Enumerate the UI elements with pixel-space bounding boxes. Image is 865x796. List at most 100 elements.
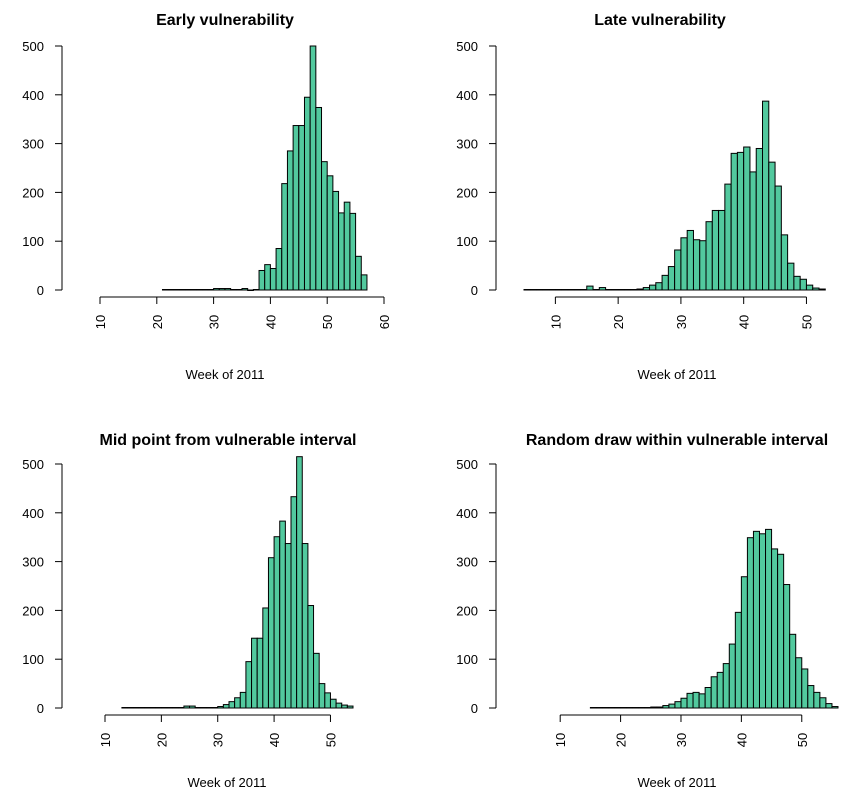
- histogram-bar: [529, 289, 538, 291]
- x-tick-label: 60: [377, 315, 392, 329]
- histogram-bar: [251, 637, 258, 709]
- histogram-bar: [620, 707, 628, 709]
- histogram-bar: [644, 707, 652, 709]
- histogram-bar: [586, 285, 594, 291]
- histogram-bar: [355, 255, 362, 291]
- panel-mid-point: Mid point from vulnerable interval Week …: [22, 432, 356, 790]
- histogram-bar: [172, 707, 179, 709]
- histogram-bar: [183, 705, 191, 709]
- histogram-bar: [258, 269, 266, 291]
- x-tick-label: 30: [674, 733, 689, 747]
- y-tick-label: 0: [471, 701, 478, 716]
- histogram-bar: [740, 576, 748, 709]
- plot-area: 0 100 200 300 400 500 10 20 30 40 50: [22, 456, 354, 747]
- histogram-bar: [179, 289, 186, 291]
- histogram-bar: [155, 707, 162, 709]
- panel-title: Early vulnerability: [156, 12, 294, 29]
- histogram-bar: [290, 496, 298, 709]
- histogram-bar: [605, 289, 613, 291]
- histogram-bar: [326, 175, 334, 291]
- histogram-bar: [207, 289, 215, 291]
- histogram-bar: [692, 691, 700, 709]
- x-tick-label: 20: [614, 733, 629, 747]
- histogram-bar: [332, 190, 340, 291]
- histogram-bar: [190, 289, 198, 291]
- x-tick-label: 50: [795, 733, 810, 747]
- plot-area: 0 100 200 300 400 500 10 20 30 40 50: [456, 39, 826, 329]
- histogram-bar: [698, 693, 706, 709]
- histogram-bar: [617, 289, 625, 291]
- histogram-bar: [360, 274, 368, 291]
- x-tick-label: 40: [267, 733, 282, 747]
- y-tick-label: 400: [22, 506, 44, 521]
- histogram-bar: [825, 703, 833, 709]
- histogram-bar: [595, 707, 603, 709]
- histogram-bar: [315, 106, 323, 291]
- y-tick-label: 200: [456, 603, 478, 618]
- histogram-bar: [771, 548, 779, 709]
- histogram-bar: [774, 185, 782, 291]
- histogram-bar: [805, 284, 814, 291]
- y-tick-label: 400: [456, 506, 478, 521]
- histogram-bar: [292, 125, 300, 291]
- y-tick-label: 300: [22, 137, 44, 152]
- histogram-bar: [642, 287, 651, 291]
- histogram-bar: [801, 668, 809, 709]
- histogram-bar: [548, 289, 556, 291]
- y-tick-label: 500: [456, 457, 478, 472]
- histogram-bar: [807, 685, 815, 709]
- histogram-bar: [218, 288, 226, 291]
- histogram-bar: [536, 289, 544, 291]
- y-tick-label: 100: [456, 652, 478, 667]
- x-tick-label: 40: [734, 733, 749, 747]
- panel-title: Random draw within vulnerable interval: [526, 432, 828, 449]
- histogram-bar: [321, 161, 328, 291]
- x-axis-label: Week of 2011: [187, 775, 266, 790]
- histogram-bar: [262, 607, 269, 709]
- panel-title: Mid point from vulnerable interval: [100, 432, 357, 449]
- histogram-bar: [230, 289, 237, 291]
- histogram-bar: [705, 221, 713, 291]
- histogram-bar: [247, 289, 254, 291]
- histogram-bar: [298, 125, 305, 291]
- y-tick-label: 200: [22, 603, 44, 618]
- histogram-bar: [680, 697, 688, 709]
- histogram-bar: [661, 274, 669, 291]
- x-axis-label: Week of 2011: [637, 775, 716, 790]
- x-tick-label: 20: [611, 315, 626, 329]
- histogram-bar: [787, 262, 795, 291]
- y-tick-label: 500: [22, 39, 44, 54]
- histogram-bar: [542, 289, 550, 291]
- y-tick-label: 500: [456, 39, 478, 54]
- panel-early-vulnerability: Early vulnerability Week of 2011 0 100 200…: [22, 12, 392, 382]
- histogram-bar: [799, 278, 807, 291]
- histogram-bar: [338, 212, 345, 291]
- histogram-bar: [166, 707, 174, 709]
- histogram-bar: [234, 697, 241, 709]
- histogram-bar: [780, 234, 789, 291]
- histogram-bar: [296, 456, 303, 709]
- histogram-bar: [680, 237, 688, 291]
- histogram-bar: [256, 637, 264, 709]
- x-tick-label: 50: [320, 315, 335, 329]
- histogram-bar: [335, 702, 343, 709]
- histogram-bar: [598, 287, 607, 291]
- x-tick-label: 10: [548, 315, 563, 329]
- histogram-bar: [239, 691, 247, 709]
- histogram-bar: [649, 284, 657, 291]
- histogram-bar: [554, 289, 563, 291]
- plot-area: 0 100 200 300 400 500 10 20 30 40 50 60: [22, 39, 392, 329]
- y-tick-label: 300: [22, 555, 44, 570]
- histogram-bar: [668, 703, 676, 709]
- histogram-bar: [777, 553, 785, 709]
- histogram-bar: [309, 45, 317, 291]
- histogram-bar: [819, 697, 827, 709]
- histogram-bar: [269, 268, 277, 291]
- histogram-bar: [655, 282, 663, 291]
- histogram-bar: [235, 289, 243, 291]
- histogram-bar: [686, 229, 694, 291]
- histogram-bar: [579, 289, 588, 291]
- histogram-bar: [284, 543, 292, 709]
- histogram-bar: [755, 147, 764, 291]
- histogram-bar: [686, 692, 694, 709]
